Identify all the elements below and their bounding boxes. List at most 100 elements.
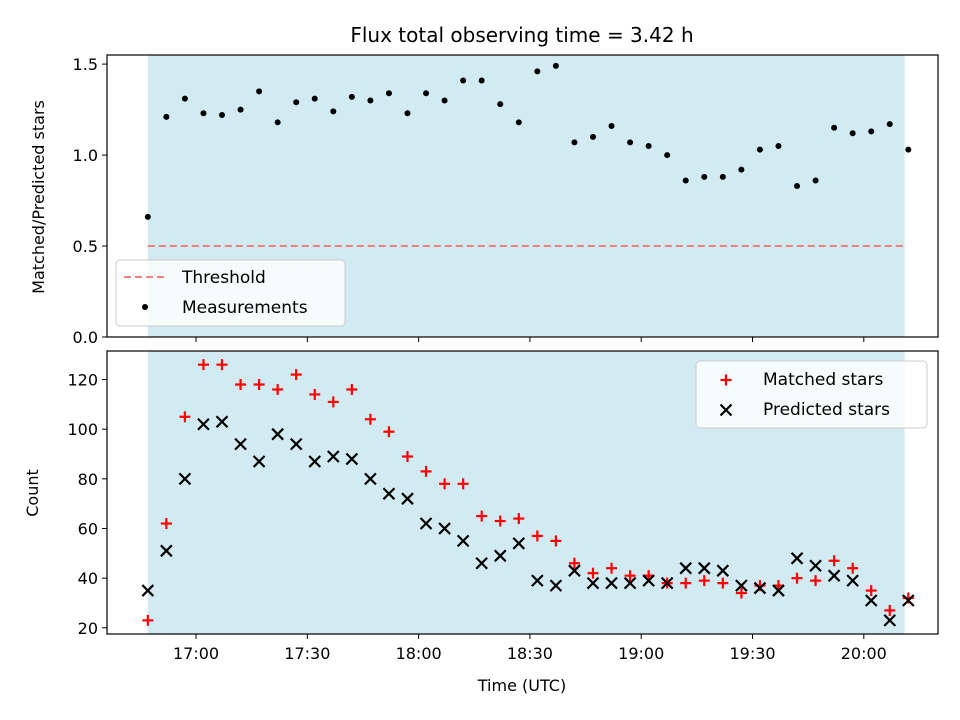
- predicted-point-6: [252, 455, 266, 468]
- measurement-point-0: [144, 213, 151, 220]
- measurement-point-4: [219, 112, 226, 119]
- top-ytick-label-1: 0.5: [73, 237, 98, 256]
- predicted-point-2-b: [178, 472, 192, 486]
- predicted-point-36: [809, 559, 822, 573]
- matched-point-13: [383, 426, 395, 438]
- predicted-point-13-b: [382, 487, 396, 501]
- predicted-point-15: [419, 517, 433, 530]
- x-axis-label: Time (UTC): [477, 676, 566, 695]
- predicted-point-17: [456, 534, 470, 548]
- measurement-point-20: [515, 119, 522, 126]
- predicted-point-34-b: [772, 584, 785, 597]
- matched-point-32: [735, 587, 747, 599]
- predicted-point-1-b: [160, 544, 173, 558]
- predicted-point-25: [605, 576, 618, 590]
- measurement-point-2: [181, 95, 188, 102]
- predicted-point-31: [716, 564, 730, 577]
- bottom-xtick-label-1: 17:30: [284, 644, 330, 663]
- measurement-point-28: [664, 152, 671, 159]
- predicted-point-26: [623, 576, 637, 590]
- predicted-point-7-b: [271, 427, 284, 441]
- predicted-point-10-b: [327, 450, 340, 463]
- matched-point-23: [568, 557, 580, 569]
- predicted-point-12-b: [364, 472, 377, 486]
- predicted-point-24-b: [586, 576, 600, 590]
- legend-measurements-label: Measurements: [182, 298, 308, 318]
- matched-point-35: [791, 572, 803, 584]
- top-panel: 0.0 0.5 1.0 1.5 Matched/Predicted stars Thr…: [29, 54, 939, 347]
- predicted-point-12: [364, 472, 377, 486]
- measurement-point-23: [571, 139, 578, 146]
- legend-threshold-label: Threshold: [181, 268, 266, 288]
- predicted-point-22-b: [549, 579, 563, 592]
- predicted-point-35: [790, 552, 804, 565]
- matched-point-36: [810, 575, 822, 587]
- bottom-ytick-label-1: 40: [78, 569, 98, 588]
- bottom-legend-box: [695, 360, 928, 429]
- measurement-point-19: [497, 101, 504, 108]
- predicted-point-3: [197, 417, 210, 431]
- matched-point-9: [309, 388, 321, 400]
- legend-measurements-swatch: [142, 304, 148, 310]
- predicted-point-25-b: [605, 576, 618, 590]
- top-legend-box: [115, 259, 346, 327]
- matched-point-31: [717, 577, 729, 589]
- predicted-point-30-b: [698, 561, 711, 575]
- bottom-legend: Matched stars Predicted stars: [695, 360, 928, 429]
- top-ytick-label-2: 1.0: [73, 146, 98, 165]
- matched-point-37: [828, 555, 840, 567]
- matched-point-10: [327, 396, 339, 408]
- bottom-ytick-label-4: 100: [67, 420, 98, 439]
- predicted-point-1: [160, 544, 173, 558]
- predicted-point-23: [568, 564, 581, 577]
- predicted-point-29-b: [679, 561, 693, 575]
- matched-point-16: [439, 478, 451, 490]
- measurement-point-8: [293, 99, 300, 106]
- legend-predicted-marker: [719, 403, 733, 417]
- predicted-point-16-b: [438, 522, 451, 535]
- predicted-point-13: [382, 487, 396, 501]
- bottom-ytick-label-2: 60: [78, 519, 98, 538]
- matched-point-3: [197, 359, 209, 371]
- predicted-point-15-b: [419, 517, 433, 530]
- matched-point-39: [865, 585, 877, 597]
- predicted-point-8-b: [289, 437, 303, 451]
- predicted-point-5-b: [234, 437, 247, 451]
- predicted-point-19: [493, 549, 507, 563]
- predicted-point-33: [753, 581, 767, 595]
- bottom-frame: [106, 350, 939, 635]
- bottom-ytick-label-3: 80: [78, 470, 98, 489]
- measurement-point-18: [478, 77, 485, 84]
- matched-point-30: [698, 575, 710, 587]
- count-series: [141, 359, 915, 627]
- measurement-point-24: [589, 133, 596, 140]
- predicted-point-39-b: [864, 594, 878, 607]
- matched-point-2: [179, 411, 191, 423]
- predicted-point-10: [327, 450, 340, 463]
- legend-matched-swatch: [720, 374, 732, 386]
- predicted-point-5: [234, 437, 247, 451]
- measurement-point-37: [831, 124, 838, 131]
- measurement-point-26: [627, 139, 634, 146]
- measurement-point-15: [423, 90, 430, 97]
- matched-point-7: [272, 383, 284, 395]
- predicted-point-21: [531, 574, 544, 587]
- predicted-point-29: [679, 561, 693, 575]
- predicted-point-35-b: [790, 552, 804, 565]
- predicted-point-2: [178, 472, 192, 486]
- matched-point-6: [253, 379, 265, 391]
- predicted-point-6-b: [252, 455, 266, 468]
- predicted-point-7: [271, 427, 284, 441]
- matched-point-5: [235, 379, 247, 391]
- bottom-xtick-label-0: 17:00: [173, 644, 219, 663]
- measurement-point-7: [274, 119, 281, 126]
- predicted-point-16: [438, 522, 451, 535]
- predicted-point-8: [289, 437, 303, 451]
- matched-point-21: [531, 530, 543, 542]
- predicted-point-34: [772, 584, 785, 597]
- predicted-point-32-b: [735, 579, 748, 592]
- bottom-y-axis-label: Count: [23, 469, 42, 517]
- top-frame: [106, 54, 939, 338]
- predicted-point-32: [735, 579, 748, 592]
- top-legend: Threshold Measurements: [115, 259, 346, 327]
